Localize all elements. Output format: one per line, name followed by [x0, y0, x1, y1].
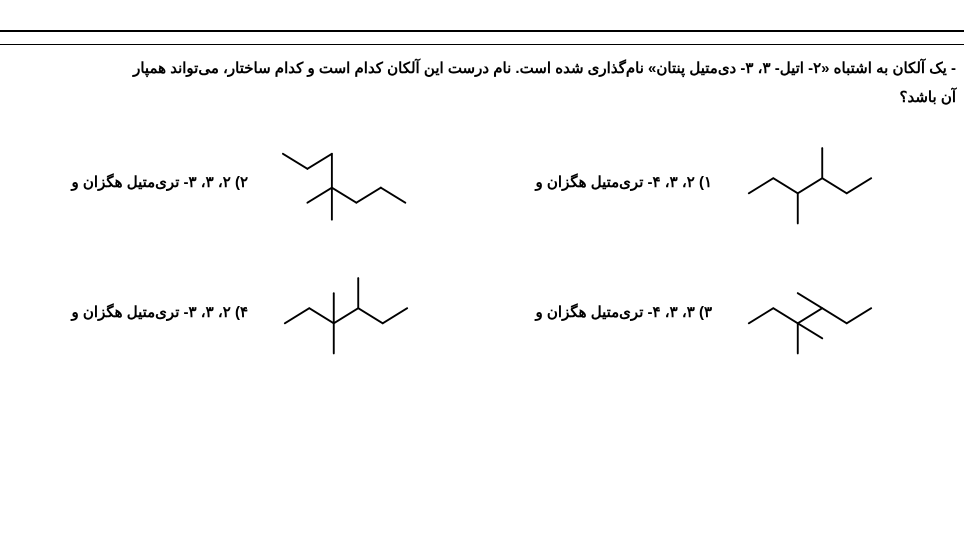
option-3-molecule [730, 252, 890, 372]
top-rule [0, 30, 964, 32]
option-1-label: ۱) ۲، ۳، ۴- تری‌متیل هگزان و [502, 173, 712, 191]
option-4-label: ۴) ۲، ۳، ۳- تری‌متیل هگزان و [38, 303, 248, 321]
option-1-molecule [730, 122, 890, 242]
option-1: ۱) ۲، ۳، ۴- تری‌متیل هگزان و [502, 122, 936, 242]
option-2: ۲) ۲، ۳، ۳- تری‌متیل هگزان و [38, 122, 472, 242]
option-3-num: ۳) [699, 304, 712, 321]
option-3-label: ۳) ۳، ۳، ۴- تری‌متیل هگزان و [502, 303, 712, 321]
options-grid: ۱) ۲، ۳، ۴- تری‌متیل هگزان و ۲) ۲، ۳، ۳-… [8, 122, 956, 382]
option-2-label: ۲) ۲، ۳، ۳- تری‌متیل هگزان و [38, 173, 248, 191]
option-4-num: ۴) [235, 304, 248, 321]
option-2-num: ۲) [235, 174, 248, 191]
question-text: - یک آلکان به اشتباه «۲- اتیل- ۳، ۳- دی‌… [8, 55, 956, 112]
option-3-text: ۳، ۳، ۴- تری‌متیل هگزان و [536, 304, 695, 321]
question-line2: آن باشد؟ [900, 89, 957, 106]
option-2-molecule [266, 122, 426, 242]
question-block: - یک آلکان به اشتباه «۲- اتیل- ۳، ۳- دی‌… [0, 45, 964, 382]
question-line1: یک آلکان به اشتباه «۲- اتیل- ۳، ۳- دی‌مت… [133, 60, 947, 77]
option-4-molecule [266, 252, 426, 372]
option-1-text: ۲، ۳، ۴- تری‌متیل هگزان و [536, 174, 695, 191]
option-4-text: ۲، ۳، ۳- تری‌متیل هگزان و [72, 304, 231, 321]
option-1-num: ۱) [699, 174, 712, 191]
question-prefix: - [947, 60, 956, 77]
option-2-text: ۲، ۳، ۳- تری‌متیل هگزان و [72, 174, 231, 191]
option-4: ۴) ۲، ۳، ۳- تری‌متیل هگزان و [38, 252, 472, 372]
option-3: ۳) ۳، ۳، ۴- تری‌متیل هگزان و [502, 252, 936, 372]
